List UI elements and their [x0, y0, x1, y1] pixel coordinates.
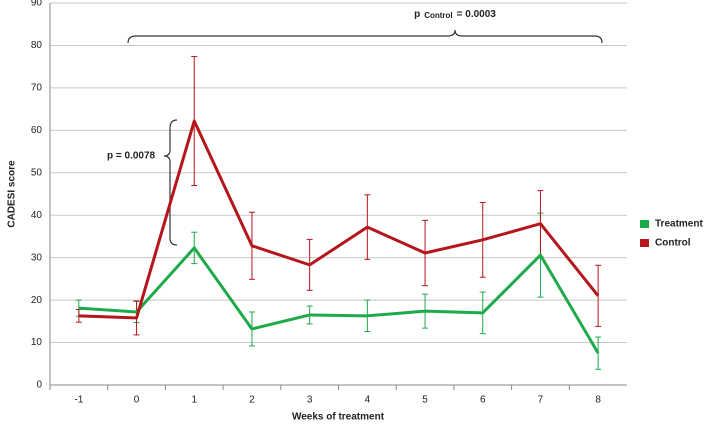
- y-tick-label: 90: [31, 0, 43, 9]
- series-line: [78, 246, 600, 354]
- bracket: [163, 119, 178, 246]
- y-tick-label: 50: [31, 167, 43, 178]
- y-tick-label: 30: [31, 252, 43, 263]
- x-tick-label: 6: [480, 395, 486, 406]
- x-tick-label: 0: [134, 395, 140, 406]
- x-tick-label: 5: [422, 395, 428, 406]
- p-subscript: Control: [424, 11, 452, 20]
- x-tick-label: 8: [595, 395, 601, 406]
- legend-label: Control: [655, 238, 691, 249]
- y-tick-label: 20: [31, 295, 43, 306]
- x-tick-label: 1: [191, 395, 197, 406]
- x-tick-label: 7: [538, 395, 544, 406]
- x-axis-label: Weeks of treatment: [292, 412, 385, 423]
- x-tick-label: 3: [307, 395, 313, 406]
- p-value: = 0.0003: [457, 9, 497, 20]
- p-control-annotation: p Control = 0.0003: [414, 9, 496, 20]
- p-annotation: p = 0.0078: [107, 151, 156, 162]
- legend-label: Treatment: [655, 219, 703, 230]
- legend-swatch: [640, 220, 649, 228]
- p-symbol: p: [414, 9, 420, 20]
- y-tick-label: 40: [31, 210, 43, 221]
- error-bar: [595, 336, 602, 370]
- y-tick-label: 60: [31, 125, 43, 136]
- y-axis-label: CADESI score: [7, 160, 18, 228]
- x-tick-label: 4: [365, 395, 371, 406]
- y-tick-label: 70: [31, 83, 43, 94]
- series-line: [78, 119, 600, 320]
- legend-swatch: [640, 239, 649, 247]
- x-tick-label: -1: [74, 395, 83, 406]
- bracket: [127, 29, 603, 44]
- x-tick-label: 2: [249, 395, 255, 406]
- y-tick-label: 10: [31, 337, 43, 348]
- y-tick-label: 80: [31, 40, 43, 51]
- y-tick-label: 0: [36, 380, 42, 391]
